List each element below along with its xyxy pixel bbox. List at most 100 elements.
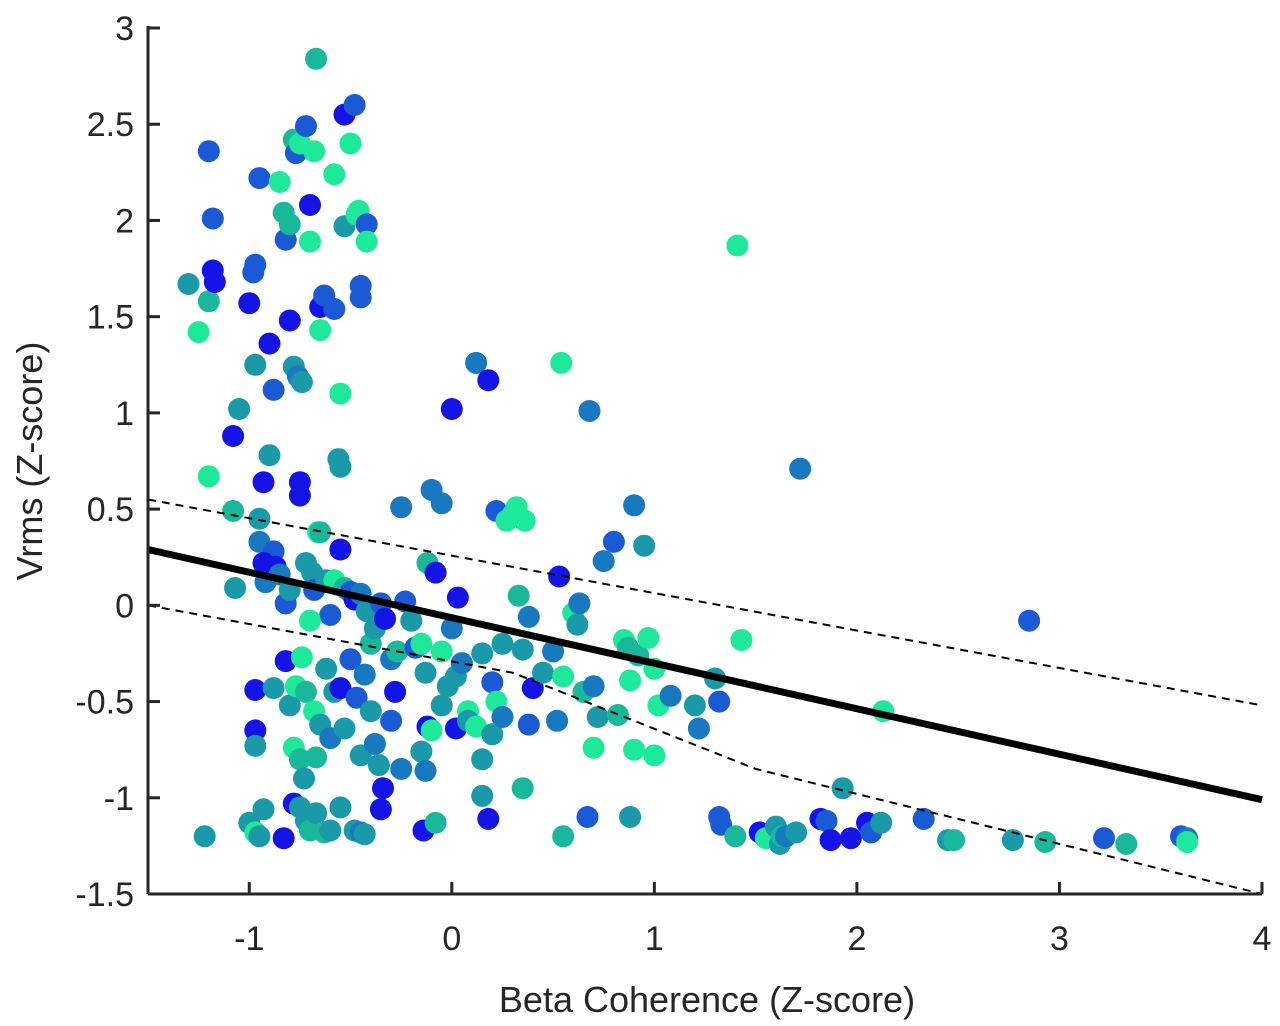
data-point: [315, 657, 338, 680]
data-point: [293, 767, 315, 790]
data-point: [566, 613, 589, 636]
data-point: [623, 494, 646, 517]
data-point: [329, 382, 352, 405]
data-point: [244, 719, 267, 742]
data-point: [278, 694, 301, 717]
data-point: [390, 496, 413, 519]
data-point: [222, 500, 245, 522]
data-point: [345, 686, 368, 709]
data-point: [477, 369, 500, 392]
data-point: [568, 592, 591, 615]
data-point: [552, 665, 575, 688]
data-point: [339, 132, 362, 155]
data-point: [238, 292, 261, 315]
data-point: [819, 829, 842, 852]
data-point: [724, 825, 747, 848]
regression-lines: [147, 498, 1263, 895]
y-axis-label: Vrms (Z-score): [9, 342, 50, 581]
data-point: [623, 738, 646, 761]
y-tick-label: 0: [115, 587, 134, 625]
data-point: [333, 717, 356, 740]
data-point: [789, 457, 812, 480]
data-point: [355, 213, 378, 236]
data-point: [380, 709, 403, 732]
data-point: [548, 565, 571, 588]
data-point: [339, 648, 362, 671]
x-axis-label: Beta Coherence (Z-score): [499, 979, 915, 1020]
data-point: [446, 586, 469, 609]
y-tick-label: 2.5: [87, 106, 134, 144]
data-point: [295, 680, 317, 703]
data-point: [606, 704, 629, 726]
data-point: [578, 400, 601, 422]
lower-confidence-bound: [147, 604, 1263, 895]
x-tick-label: -1: [234, 920, 264, 958]
data-point: [430, 492, 453, 515]
data-point: [193, 825, 216, 848]
data-point: [359, 700, 382, 723]
data-point: [343, 94, 366, 116]
data-point: [203, 271, 226, 293]
data-point: [491, 706, 514, 728]
data-point: [481, 671, 504, 694]
data-point: [319, 604, 342, 626]
data-point: [384, 680, 407, 703]
data-point: [201, 207, 224, 230]
data-point: [550, 351, 573, 374]
data-point: [299, 194, 321, 216]
y-tick-label: 2: [115, 202, 134, 240]
data-point: [586, 706, 609, 728]
y-tick-label: -0.5: [75, 684, 134, 722]
data-point: [197, 140, 220, 163]
axes: [146, 26, 1262, 896]
data-point: [513, 509, 536, 532]
data-point: [329, 455, 352, 478]
data-point: [507, 584, 530, 607]
data-point: [374, 607, 396, 630]
data-point: [353, 823, 376, 846]
data-point: [329, 796, 352, 819]
data-point: [576, 806, 599, 828]
data-point: [349, 274, 372, 297]
data-point: [440, 617, 463, 640]
data-point: [242, 261, 265, 284]
data-point: [1034, 831, 1057, 853]
data-point: [815, 809, 838, 832]
data-point: [278, 213, 301, 236]
data-point: [252, 471, 275, 494]
data-point: [197, 465, 220, 488]
data-point: [532, 661, 554, 684]
data-point: [228, 398, 251, 420]
data-point: [730, 629, 753, 651]
data-point: [683, 694, 706, 717]
regression-fit-line: [147, 546, 1263, 804]
data-point: [290, 646, 313, 669]
data-point: [511, 777, 534, 800]
data-point: [726, 234, 749, 257]
data-point: [268, 171, 291, 193]
data-point: [546, 709, 569, 732]
x-axis-ticks: -1 0 1 2 3 4: [234, 882, 1271, 958]
data-point: [262, 378, 285, 401]
data-point: [1176, 831, 1199, 853]
x-tick-label: 2: [847, 920, 866, 958]
data-point: [552, 825, 575, 848]
data-point: [309, 319, 332, 342]
data-point: [870, 811, 893, 834]
data-point: [839, 827, 862, 850]
data-point: [582, 675, 605, 698]
data-point: [329, 538, 352, 561]
data-point: [1115, 833, 1138, 855]
data-point: [471, 642, 494, 665]
data-point: [244, 734, 267, 757]
data-point: [410, 632, 433, 655]
data-point: [367, 754, 390, 777]
data-point: [288, 484, 311, 507]
data-point: [400, 609, 423, 632]
data-point: [430, 694, 453, 717]
data-point: [369, 798, 392, 821]
data-point: [197, 290, 220, 313]
data-point: [272, 827, 295, 850]
data-point: [187, 321, 210, 344]
